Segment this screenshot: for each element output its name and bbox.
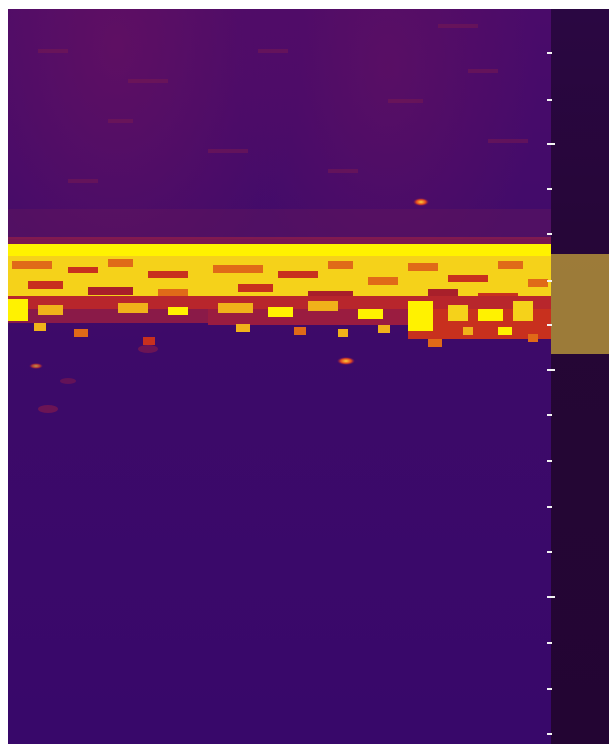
tick-mark	[547, 596, 555, 598]
tick-mark	[547, 280, 552, 282]
tick-mark	[547, 688, 552, 690]
tick-mark	[547, 233, 552, 235]
spectrogram-plot	[8, 9, 551, 744]
scale-bar	[551, 9, 609, 744]
tick-mark	[547, 733, 552, 735]
tick-mark	[547, 506, 552, 508]
spectrogram-frame	[8, 9, 609, 744]
tick-mark	[547, 143, 555, 145]
tick-mark	[547, 324, 552, 326]
tick-mark	[547, 551, 552, 553]
tick-mark	[547, 99, 552, 101]
tick-mark	[547, 188, 552, 190]
tick-mark	[547, 460, 552, 462]
scale-bar-band	[551, 254, 609, 354]
tick-mark	[547, 52, 552, 54]
spectrogram-band	[8, 24, 551, 413]
tick-mark	[547, 369, 555, 371]
tick-mark	[547, 642, 552, 644]
tick-mark	[547, 414, 552, 416]
